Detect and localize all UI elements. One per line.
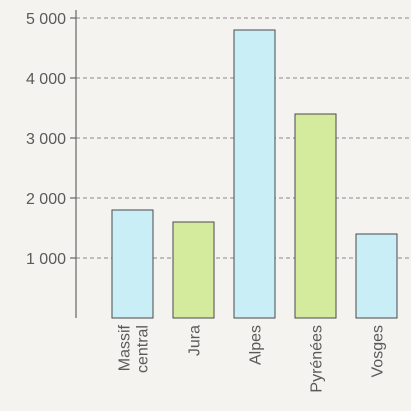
x-category-label: Jura	[187, 325, 204, 356]
bar	[355, 233, 398, 319]
y-tick-label: 5 000	[26, 11, 66, 28]
x-category-label-line: Alpes	[248, 325, 265, 365]
x-category-label-line: central	[135, 325, 152, 373]
x-category-label-line: Jura	[187, 325, 204, 356]
y-tick-label: 1 000	[26, 251, 66, 268]
bar	[111, 209, 154, 319]
x-category-labels: Massif central Jura Alpes Pyrénées Vosges	[117, 324, 387, 392]
y-tick-label: 2 000	[26, 191, 66, 208]
x-category-label-line: Massif	[117, 324, 134, 371]
x-category-label: Alpes	[248, 325, 265, 365]
x-category-label-line: Pyrénées	[309, 325, 326, 393]
x-category-label-line: Vosges	[370, 325, 387, 377]
x-category-label: Pyrénées	[309, 325, 326, 393]
y-tick-labels: 1 000 2 000 3 000 4 000 5 000	[26, 11, 76, 268]
x-category-label: Vosges	[370, 325, 387, 377]
y-tick-label: 4 000	[26, 71, 66, 88]
bar	[172, 221, 215, 319]
y-tick-label: 3 000	[26, 131, 66, 148]
bar	[233, 29, 276, 319]
x-category-label: Massif central	[117, 324, 152, 373]
bar	[294, 113, 337, 319]
bar-layer	[111, 29, 398, 319]
